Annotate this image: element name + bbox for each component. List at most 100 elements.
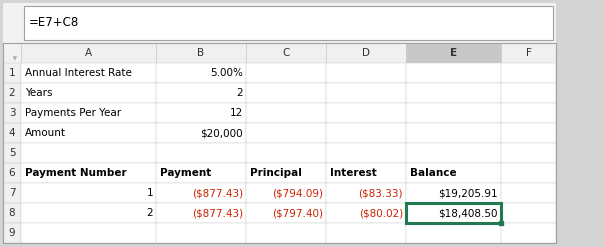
Bar — [326, 123, 406, 143]
Bar — [156, 143, 246, 163]
Text: 2: 2 — [146, 208, 153, 218]
Bar — [246, 123, 326, 143]
Bar — [406, 163, 501, 183]
Bar — [501, 163, 556, 183]
Bar — [246, 143, 326, 163]
Bar — [406, 143, 501, 163]
Bar — [156, 203, 246, 223]
Bar — [21, 163, 156, 183]
Bar — [406, 183, 501, 203]
Bar — [246, 203, 326, 223]
Bar — [3, 83, 21, 103]
Text: 12: 12 — [230, 108, 243, 118]
Bar — [3, 143, 21, 163]
Bar — [501, 143, 556, 163]
Text: E: E — [450, 48, 457, 58]
Text: 7: 7 — [8, 188, 15, 198]
Text: D: D — [362, 48, 370, 58]
Bar — [501, 183, 556, 203]
Text: 3: 3 — [8, 108, 15, 118]
Text: 5: 5 — [8, 148, 15, 158]
Bar — [406, 203, 501, 223]
Bar — [406, 203, 501, 223]
Bar — [156, 223, 246, 243]
Bar — [21, 143, 156, 163]
Bar — [246, 103, 326, 123]
Text: 2: 2 — [8, 88, 15, 98]
Bar — [406, 83, 501, 103]
Bar — [246, 183, 326, 203]
Bar — [501, 203, 556, 223]
Bar — [156, 83, 246, 103]
Text: ($877.43): ($877.43) — [192, 188, 243, 198]
Bar — [21, 63, 156, 83]
Bar — [21, 183, 156, 203]
Bar — [501, 43, 556, 63]
Text: F: F — [525, 48, 532, 58]
Bar — [3, 43, 21, 63]
Bar — [406, 43, 501, 63]
Bar — [156, 123, 246, 143]
Bar — [3, 3, 556, 43]
Text: ($797.40): ($797.40) — [272, 208, 323, 218]
Text: Balance: Balance — [410, 168, 457, 178]
Bar — [3, 63, 21, 83]
Text: ($83.33): ($83.33) — [359, 188, 403, 198]
Bar — [21, 43, 156, 63]
Bar — [3, 223, 21, 243]
Bar — [326, 103, 406, 123]
Text: ($794.09): ($794.09) — [272, 188, 323, 198]
Bar — [156, 183, 246, 203]
Text: 4: 4 — [8, 128, 15, 138]
Bar — [406, 103, 501, 123]
Text: ($877.43): ($877.43) — [192, 208, 243, 218]
Text: 2: 2 — [236, 88, 243, 98]
Text: $19,205.91: $19,205.91 — [439, 188, 498, 198]
Text: 6: 6 — [8, 168, 15, 178]
Bar — [3, 183, 21, 203]
Bar — [24, 6, 553, 40]
Bar — [501, 63, 556, 83]
Bar — [406, 63, 501, 83]
Bar — [326, 183, 406, 203]
Bar — [21, 83, 156, 103]
Bar — [326, 203, 406, 223]
Bar — [21, 123, 156, 143]
Text: $18,408.50: $18,408.50 — [439, 208, 498, 218]
Text: 1: 1 — [146, 188, 153, 198]
Bar — [501, 83, 556, 103]
Bar — [246, 63, 326, 83]
Bar — [3, 43, 556, 243]
Bar — [21, 203, 156, 223]
Text: Amount: Amount — [25, 128, 66, 138]
Bar — [326, 83, 406, 103]
Bar — [246, 223, 326, 243]
Bar — [406, 123, 501, 143]
Bar — [156, 43, 246, 63]
Bar — [501, 223, 556, 243]
Text: 1: 1 — [8, 68, 15, 78]
Bar — [326, 63, 406, 83]
Text: Principal: Principal — [250, 168, 302, 178]
Bar — [326, 143, 406, 163]
Bar — [246, 163, 326, 183]
Bar — [501, 103, 556, 123]
Text: Interest: Interest — [330, 168, 377, 178]
Text: Payment: Payment — [160, 168, 211, 178]
Text: Payments Per Year: Payments Per Year — [25, 108, 121, 118]
Bar — [3, 163, 21, 183]
Text: $20,000: $20,000 — [201, 128, 243, 138]
Bar — [21, 103, 156, 123]
Bar — [326, 223, 406, 243]
Bar — [156, 63, 246, 83]
Text: ($80.02): ($80.02) — [359, 208, 403, 218]
Text: =E7+C8: =E7+C8 — [29, 17, 79, 29]
Text: Annual Interest Rate: Annual Interest Rate — [25, 68, 132, 78]
Text: ▲: ▲ — [13, 54, 17, 59]
Bar — [3, 123, 21, 143]
Text: 5.00%: 5.00% — [210, 68, 243, 78]
Bar — [406, 223, 501, 243]
Bar — [246, 43, 326, 63]
Text: Years: Years — [25, 88, 53, 98]
Bar — [156, 163, 246, 183]
